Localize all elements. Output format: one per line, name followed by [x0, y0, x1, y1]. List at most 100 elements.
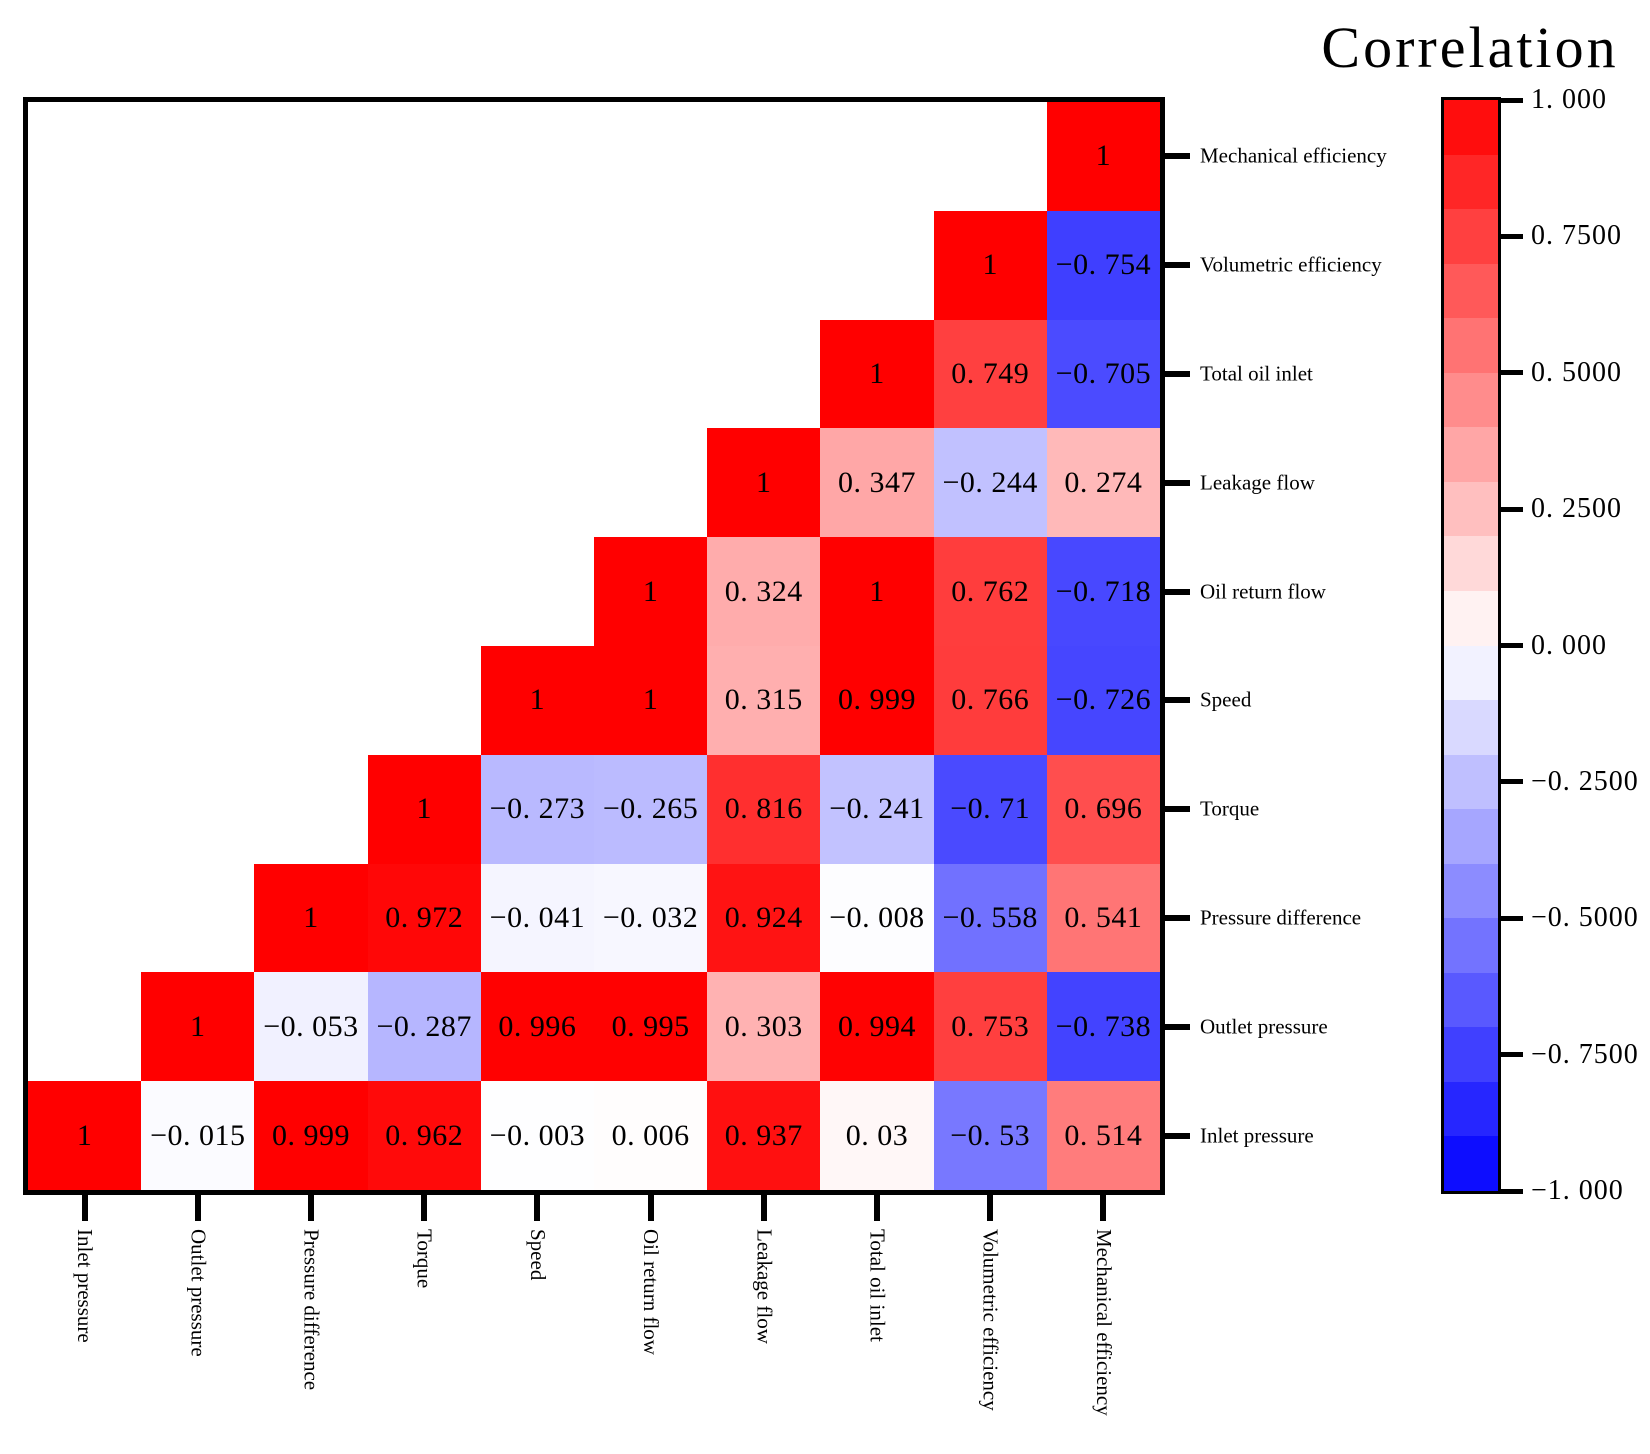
- x-tick: [81, 1195, 88, 1221]
- heatmap-cell: 0. 315: [707, 646, 821, 755]
- x-tick: [874, 1195, 880, 1221]
- heatmap-cell: 0. 937: [707, 1081, 821, 1190]
- heatmap-cell: −0. 244: [933, 428, 1047, 538]
- colorbar-tick-label: 0. 7500: [1531, 220, 1622, 252]
- heatmap-cell: −0. 273: [480, 754, 594, 864]
- colorbar-band: [1444, 318, 1498, 374]
- x-axis-label: Pressure difference: [299, 1229, 324, 1391]
- x-axis-label: Inlet pressure: [73, 1229, 98, 1343]
- heatmap-cell: −0. 754: [1046, 210, 1160, 320]
- heatmap-cell: −0. 041: [480, 863, 594, 973]
- colorbar-tick: [1501, 506, 1523, 512]
- x-axis-label: Torque: [412, 1229, 437, 1289]
- x-tick: [534, 1195, 541, 1221]
- x-tick: [308, 1195, 314, 1221]
- colorbar-tick-label: 1. 000: [1531, 84, 1607, 115]
- x-tick: [760, 1195, 767, 1221]
- heatmap-cell: 1: [367, 754, 481, 864]
- heatmap-grid: 1 1 −0. 754 1 0. 749 −0. 705 1 0. 347 −0. 244 0. …: [23, 97, 1165, 1195]
- colorbar-band: [1444, 1081, 1498, 1137]
- colorbar-tick: [1501, 97, 1523, 103]
- y-tick: [1165, 371, 1190, 377]
- x-tick: [194, 1195, 201, 1221]
- heatmap-cell: 0. 753: [933, 972, 1047, 1082]
- heatmap-cell: 1: [594, 646, 708, 755]
- y-tick: [1165, 697, 1190, 704]
- heatmap-cell: 0. 994: [820, 972, 934, 1082]
- colorbar-tick: [1501, 915, 1523, 921]
- colorbar-tick-label: 0. 000: [1531, 629, 1607, 661]
- heatmap-cell: −0. 287: [367, 972, 481, 1082]
- heatmap-cell: 0. 999: [254, 1081, 368, 1190]
- heatmap-cell: −0. 032: [594, 863, 708, 973]
- colorbar-tick: [1501, 1188, 1523, 1194]
- heatmap-cell: −0. 241: [820, 754, 934, 864]
- heatmap-cell: 0. 03: [820, 1081, 934, 1190]
- colorbar-band: [1444, 918, 1498, 974]
- heatmap-cell: 0. 999: [820, 646, 934, 755]
- colorbar-band: [1444, 809, 1498, 865]
- y-axis-label: Leakage flow: [1200, 470, 1315, 495]
- heatmap-cell: 0. 274: [1046, 428, 1160, 538]
- x-axis-label: Speed: [525, 1229, 550, 1281]
- x-axis-label: Volumetric efficiency: [978, 1229, 1003, 1411]
- y-tick: [1165, 479, 1190, 486]
- heatmap-cell: 1: [820, 537, 934, 646]
- y-tick: [1165, 262, 1190, 269]
- y-axis-label: Volumetric efficiency: [1200, 252, 1382, 277]
- heatmap-cell: −0. 003: [480, 1081, 594, 1190]
- y-tick: [1165, 1132, 1190, 1139]
- heatmap-cell: −0. 558: [933, 863, 1047, 973]
- heatmap-cell: 0. 766: [933, 646, 1047, 755]
- colorbar-tick-label: 0. 5000: [1531, 356, 1622, 388]
- heatmap-cell: 1: [480, 646, 594, 755]
- heatmap-cell: −0. 053: [254, 972, 368, 1082]
- x-tick: [1100, 1195, 1107, 1221]
- y-axis-label: Inlet pressure: [1200, 1123, 1314, 1148]
- colorbar-tick: [1501, 1052, 1523, 1058]
- heatmap-cell: 0. 962: [367, 1081, 481, 1190]
- y-axis-label: Pressure difference: [1200, 905, 1362, 930]
- heatmap-cell: 1: [1046, 102, 1160, 211]
- colorbar-band: [1444, 372, 1498, 428]
- colorbar-tick-label: −0. 7500: [1531, 1038, 1639, 1070]
- heatmap-cell: 1: [707, 428, 821, 538]
- heatmap-cell: −0. 008: [820, 863, 934, 973]
- colorbar-band: [1444, 1136, 1498, 1192]
- heatmap-cell: 0. 816: [707, 754, 821, 864]
- colorbar-band: [1444, 972, 1498, 1028]
- heatmap-cell: −0. 015: [141, 1081, 255, 1190]
- x-axis-label: Mechanical efficiency: [1091, 1229, 1116, 1416]
- y-axis-label: Outlet pressure: [1200, 1014, 1328, 1039]
- x-axis-label: Oil return flow: [639, 1229, 664, 1355]
- colorbar-band: [1444, 1027, 1498, 1083]
- heatmap-cell: 1: [933, 210, 1047, 320]
- heatmap-cell: 1: [28, 1081, 142, 1190]
- y-axis-label: Torque: [1200, 796, 1260, 821]
- colorbar-band: [1444, 536, 1498, 592]
- y-axis-label: Total oil inlet: [1200, 361, 1313, 386]
- colorbar-tick-label: −0. 5000: [1531, 902, 1639, 934]
- heatmap-cell: 0. 347: [820, 428, 934, 538]
- colorbar-band: [1444, 100, 1498, 156]
- colorbar-band: [1444, 700, 1498, 756]
- colorbar: [1441, 97, 1501, 1194]
- colorbar-tick: [1501, 779, 1523, 785]
- y-tick: [1165, 153, 1190, 160]
- heatmap-cell: 0. 762: [933, 537, 1047, 646]
- heatmap-cell: 0. 972: [367, 863, 481, 973]
- colorbar-band: [1444, 263, 1498, 319]
- colorbar-band: [1444, 154, 1498, 210]
- heatmap-cell: −0. 738: [1046, 972, 1160, 1082]
- heatmap-cell: 0. 541: [1046, 863, 1160, 973]
- heatmap-cell: −0. 265: [594, 754, 708, 864]
- y-tick: [1165, 588, 1190, 595]
- colorbar-tick-label: −0. 2500: [1531, 765, 1639, 797]
- heatmap-cell: 0. 996: [480, 972, 594, 1082]
- x-tick: [987, 1195, 994, 1221]
- colorbar-title: Correlation: [1321, 15, 1619, 80]
- colorbar-tick: [1501, 233, 1523, 239]
- y-tick: [1165, 1023, 1190, 1030]
- heatmap-cell: 0. 749: [933, 319, 1047, 429]
- heatmap-cell: −0. 71: [933, 754, 1047, 864]
